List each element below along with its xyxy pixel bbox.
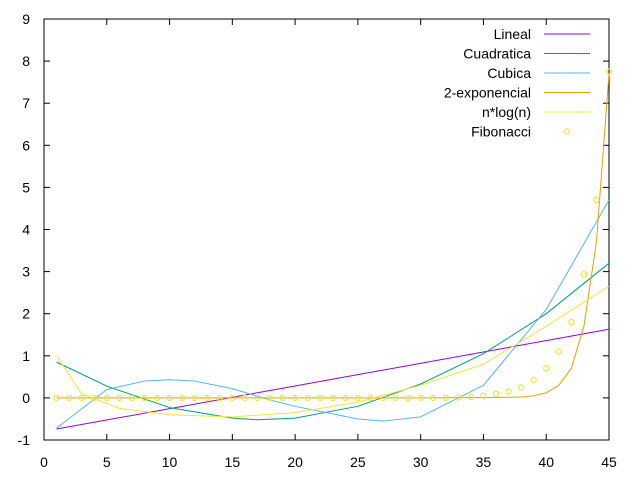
fibonacci-point	[279, 394, 286, 402]
fibonacci-point	[204, 394, 211, 402]
fibonacci-point	[153, 394, 161, 402]
fibonacci-point	[116, 394, 123, 402]
fibonacci-point	[241, 394, 249, 402]
series-line-cuadratica	[56, 262, 610, 421]
fibonacci-point	[517, 384, 525, 391]
series-line-n-log-n	[56, 285, 610, 418]
legend-label: n*log(n)	[482, 104, 531, 120]
x-tick-label: 25	[350, 454, 366, 470]
fibonacci-point	[53, 394, 60, 402]
series-line-2-exponencial	[56, 73, 610, 399]
fibonacci-point	[379, 394, 387, 402]
fibonacci-point	[593, 196, 600, 204]
fibonacci-point	[442, 394, 449, 402]
legend-label: Fibonacci	[471, 124, 531, 140]
fibonacci-point	[254, 394, 261, 402]
fibonacci-point	[78, 394, 85, 402]
y-tick-label: 5	[22, 179, 30, 195]
x-tick-label: 40	[538, 454, 554, 470]
x-tick-label: 10	[162, 454, 178, 470]
legend: Lineal Cuadratica Cubica 2-exponencial n*log…	[444, 26, 590, 140]
y-tick-label: 1	[22, 348, 30, 364]
fibonacci-point	[266, 394, 274, 402]
fibonacci-point	[404, 394, 412, 402]
x-tick-label: 5	[103, 454, 111, 470]
fibonacci-point	[430, 394, 437, 402]
y-axis: -1 0 1 2 3 4 5 6 7 8 9	[18, 11, 609, 448]
fibonacci-point	[455, 394, 462, 401]
y-tick-label: 2	[22, 306, 30, 322]
y-tick-label: 4	[22, 222, 30, 238]
fibonacci-point	[580, 270, 588, 278]
y-tick-label: 8	[22, 53, 30, 69]
x-axis: 0 5 10 15 20 25 30 35 40 45	[40, 19, 617, 470]
fibonacci-point	[555, 348, 562, 355]
fibonacci-point	[480, 392, 487, 399]
y-tick-label: 3	[22, 264, 30, 280]
y-tick-label: 6	[22, 137, 30, 153]
legend-label: 2-exponencial	[444, 85, 531, 101]
fibonacci-point	[367, 394, 374, 402]
series-line-cubica	[56, 199, 610, 429]
fibonacci-point	[354, 394, 362, 402]
fibonacci-point	[304, 394, 311, 402]
fibonacci-point	[216, 394, 223, 402]
plot-frame	[43, 18, 610, 441]
fibonacci-point	[91, 394, 98, 402]
x-tick-label: 0	[40, 454, 48, 470]
fibonacci-point	[229, 394, 236, 402]
fibonacci-point	[317, 394, 324, 402]
fibonacci-point	[505, 388, 512, 395]
x-tick-label: 35	[476, 454, 492, 470]
y-tick-label: -1	[18, 432, 31, 448]
fibonacci-point	[128, 394, 136, 402]
fibonacci-point	[329, 394, 336, 402]
fibonacci-point	[141, 394, 148, 402]
legend-swatch	[563, 128, 571, 135]
fibonacci-point	[605, 68, 613, 75]
fibonacci-point	[342, 394, 349, 402]
legend-label: Lineal	[494, 26, 531, 42]
legend-label: Cuadratica	[463, 46, 531, 62]
fibonacci-point	[568, 318, 575, 326]
y-tick-label: 9	[22, 11, 30, 27]
fibonacci-point	[178, 394, 186, 402]
fibonacci-point	[543, 365, 550, 372]
x-tick-label: 20	[287, 454, 303, 470]
x-tick-label: 15	[225, 454, 241, 470]
fibonacci-point	[467, 393, 475, 401]
series-fibonacci	[53, 68, 613, 402]
x-tick-label: 45	[601, 454, 617, 470]
fibonacci-point	[191, 394, 198, 402]
y-tick-label: 0	[22, 390, 30, 406]
fibonacci-point	[530, 377, 537, 384]
fibonacci-point	[392, 394, 399, 402]
fibonacci-point	[492, 390, 500, 397]
legend-label: Cubica	[487, 65, 531, 81]
fibonacci-point	[291, 394, 299, 402]
y-tick-label: 7	[22, 95, 30, 111]
series-layer	[53, 68, 613, 430]
x-tick-label: 30	[413, 454, 429, 470]
fibonacci-point	[103, 394, 110, 402]
fibonacci-point	[166, 394, 173, 402]
fibonacci-point	[65, 394, 73, 402]
fibonacci-point	[417, 394, 424, 402]
